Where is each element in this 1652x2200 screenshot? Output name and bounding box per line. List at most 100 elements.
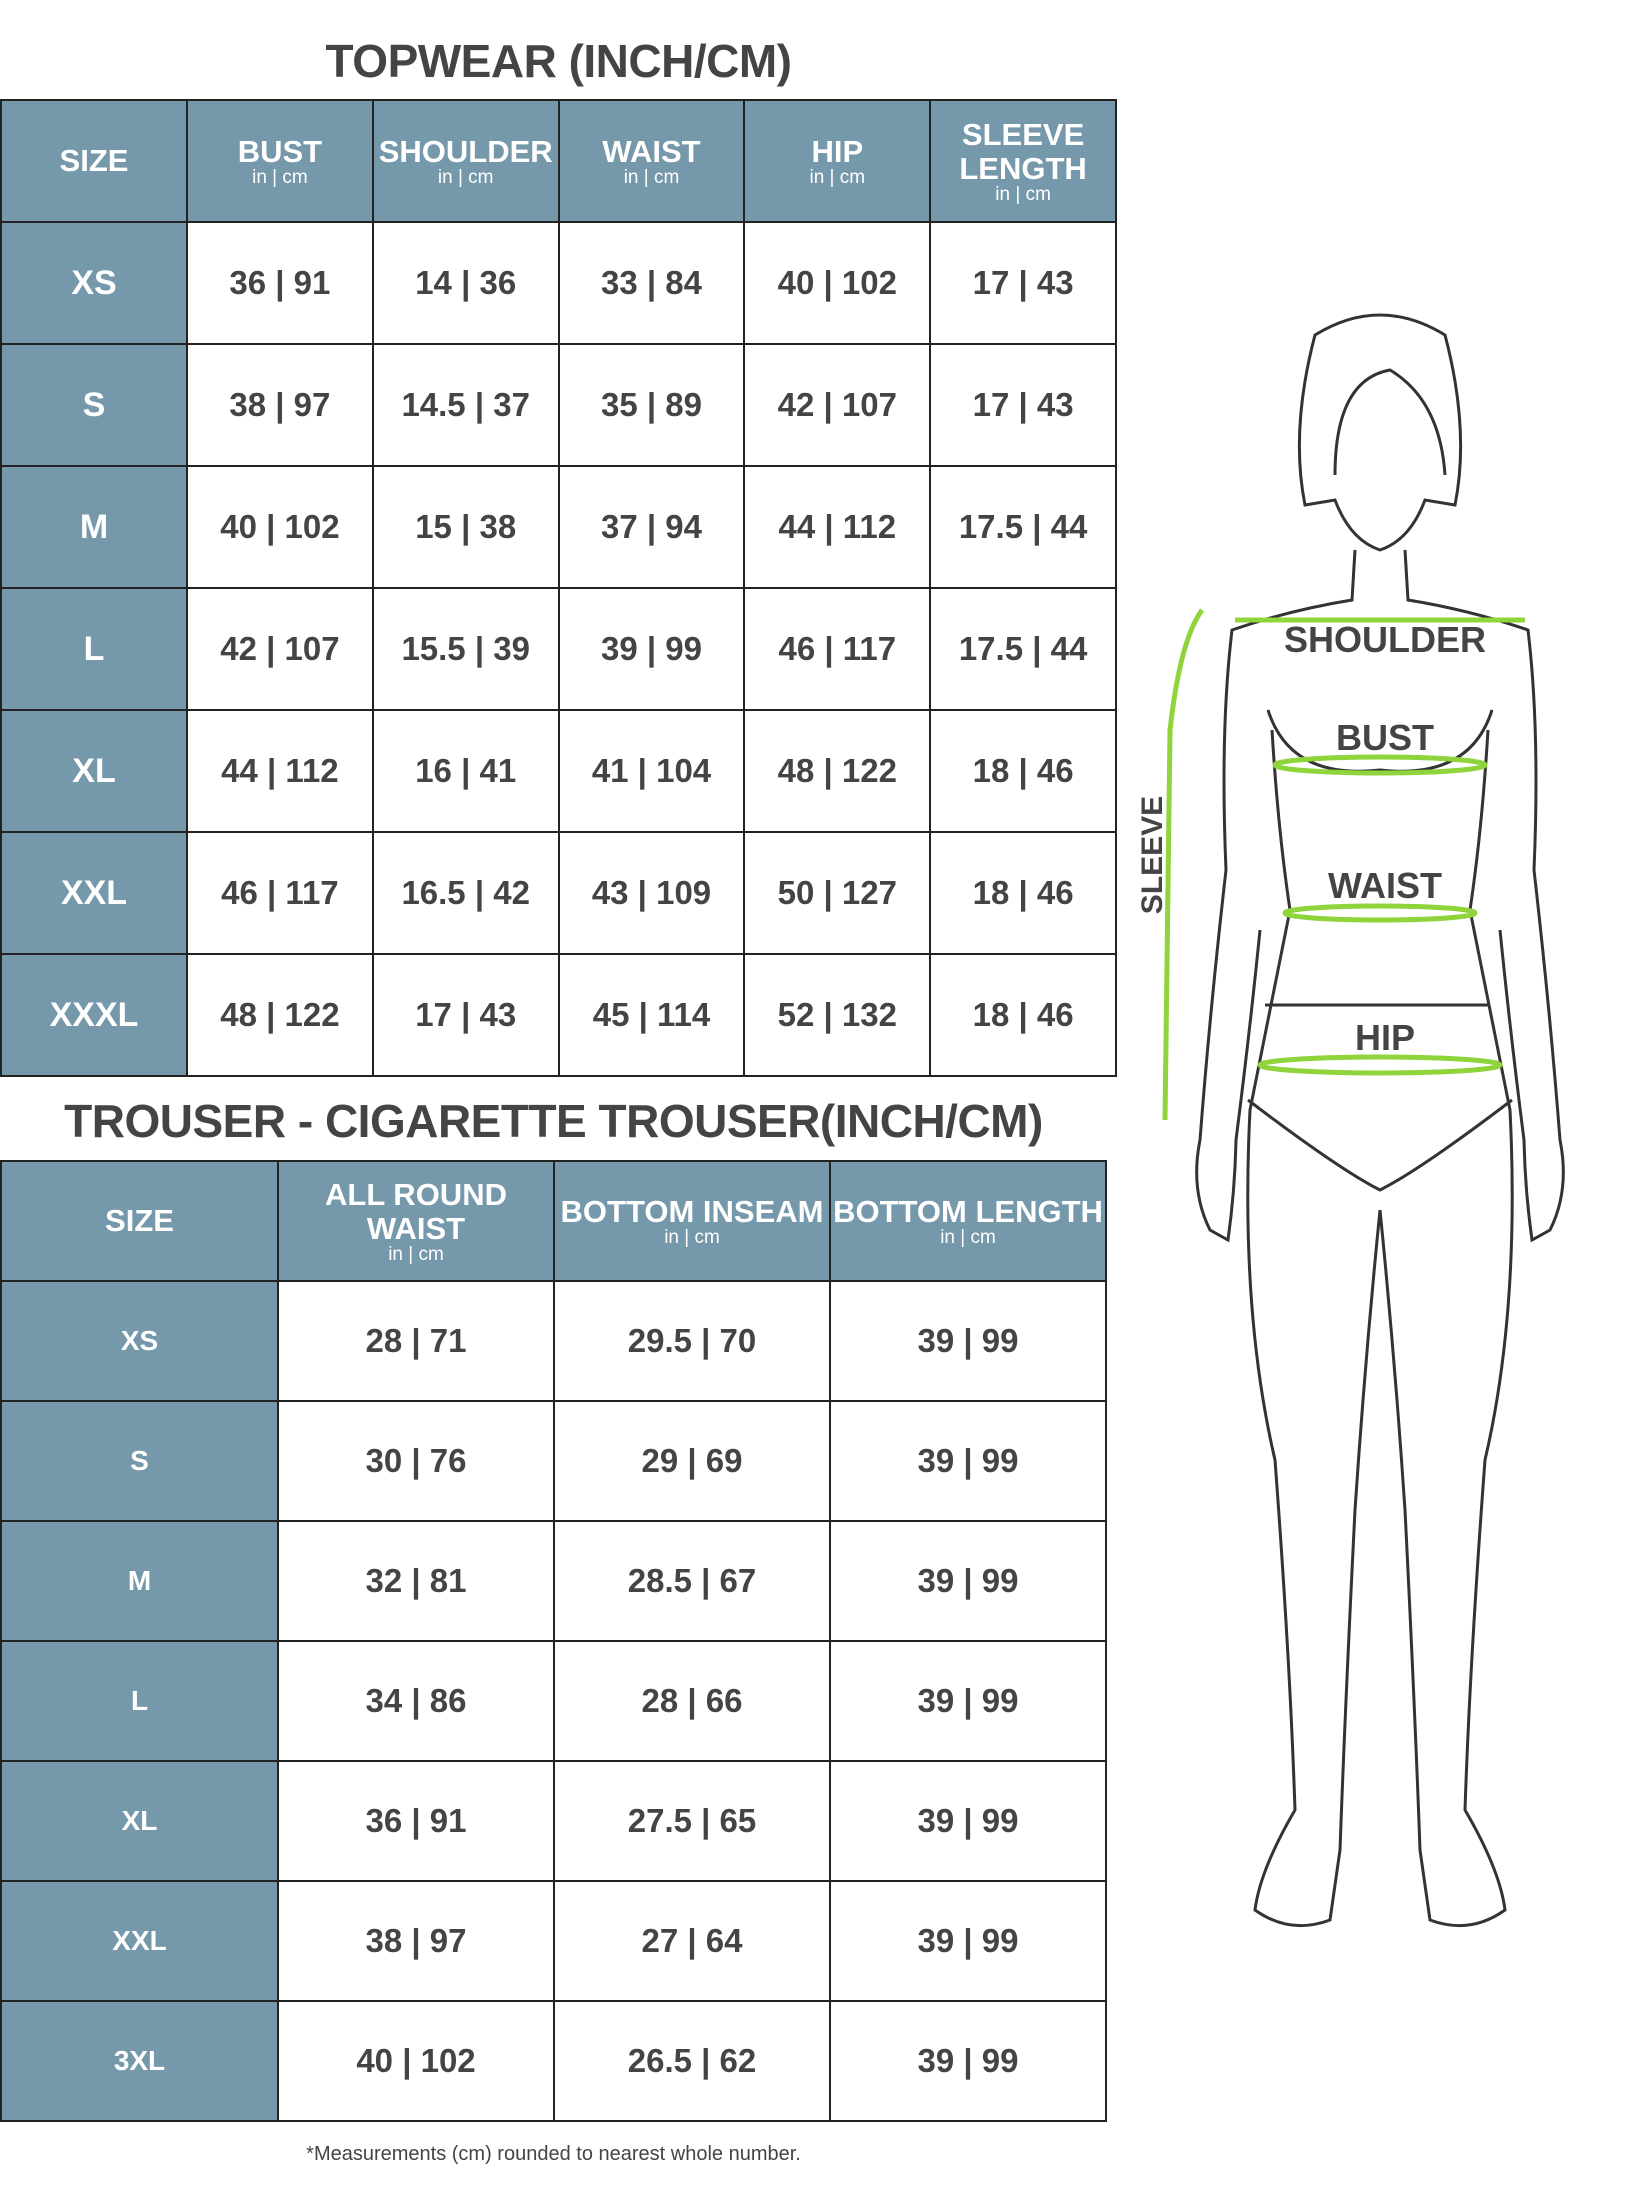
measurement-cell: 38 | 97 <box>277 1880 555 2002</box>
table-row: 3XL 40 | 102 26.5 | 62 39 | 99 <box>0 2000 1107 2122</box>
size-cell: XS <box>0 221 188 345</box>
unit-label: in | cm <box>623 167 680 188</box>
measurement-cell: 27.5 | 65 <box>553 1760 831 1882</box>
table-row: XS 28 | 71 29.5 | 70 39 | 99 <box>0 1280 1107 1402</box>
column-header-label: WAIST <box>602 134 701 169</box>
measurement-cell: 40 | 102 <box>186 465 374 589</box>
measurement-cell: 46 | 117 <box>186 831 374 955</box>
measurement-cell: 39 | 99 <box>557 587 746 711</box>
table-header-row: SIZE BUST in | cm SHOULDER in | cm WAIST in | … <box>0 99 1117 223</box>
topwear-size-table: SIZE BUST in | cm SHOULDER in | cm WAIST in | … <box>0 99 1117 1077</box>
size-cell: XXL <box>0 1880 279 2002</box>
measurement-cell: 40 | 102 <box>743 221 932 345</box>
measurement-cell: 39 | 99 <box>829 1400 1107 1522</box>
unit-label: in | cm <box>995 184 1051 205</box>
measurement-cell: 39 | 99 <box>829 1760 1107 1882</box>
measurement-cell: 52 | 132 <box>743 953 932 1077</box>
unit-label: in | cm <box>664 1227 720 1248</box>
bust-line <box>1272 754 1488 776</box>
measurement-cell: 16.5 | 42 <box>371 831 560 955</box>
measurement-cell: 35 | 89 <box>557 343 746 467</box>
measurement-cell: 42 | 107 <box>186 587 374 711</box>
measurement-cell: 32 | 81 <box>277 1520 555 1642</box>
measurement-cell: 36 | 91 <box>277 1760 555 1882</box>
column-header-label: ALL ROUND WAIST <box>325 1177 507 1246</box>
column-header-label: BUST <box>237 134 323 169</box>
table-row: M 32 | 81 28.5 | 67 39 | 99 <box>0 1520 1107 1642</box>
measurement-cell: 48 | 122 <box>743 709 932 833</box>
unit-label: in | cm <box>388 1244 444 1265</box>
measurement-cell: 27 | 64 <box>553 1880 831 2002</box>
table-row: XS 36 | 91 14 | 36 33 | 84 40 | 102 17 | 43 <box>0 221 1117 345</box>
measurement-cell: 17 | 43 <box>929 221 1117 345</box>
column-header: BOTTOM LENGTH in | cm <box>829 1160 1107 1282</box>
measurement-cell: 45 | 114 <box>557 953 746 1077</box>
table-row: XL 44 | 112 16 | 41 41 | 104 48 | 122 18 | 46 <box>0 709 1117 833</box>
measurement-cell: 44 | 112 <box>186 709 374 833</box>
column-header: WAIST in | cm <box>557 99 746 223</box>
size-cell: XXL <box>0 831 188 955</box>
measurement-cell: 15 | 38 <box>371 465 560 589</box>
column-header: BUST in | cm <box>186 99 374 223</box>
waist-label: WAIST <box>1328 865 1442 906</box>
column-header: ALL ROUND WAIST in | cm <box>277 1160 555 1282</box>
measurement-cell: 48 | 122 <box>186 953 374 1077</box>
measurement-cell: 30 | 76 <box>277 1400 555 1522</box>
size-cell: S <box>0 1400 279 1522</box>
size-cell: XS <box>0 1280 279 1402</box>
measurement-cell: 15.5 | 39 <box>371 587 560 711</box>
size-cell: M <box>0 1520 279 1642</box>
table-row: XXL 38 | 97 27 | 64 39 | 99 <box>0 1880 1107 2002</box>
table-row: XXXL 48 | 122 17 | 43 45 | 114 52 | 132 18 | … <box>0 953 1117 1077</box>
hip-label: HIP <box>1355 1017 1415 1058</box>
measurement-cell: 28.5 | 67 <box>553 1520 831 1642</box>
measurement-cell: 29.5 | 70 <box>553 1280 831 1402</box>
measure-lines <box>1162 608 1525 1121</box>
measurement-cell: 18 | 46 <box>929 709 1117 833</box>
unit-label: in | cm <box>940 1227 996 1248</box>
trouser-title: TROUSER - CIGARETTE TROUSER(INCH/CM) <box>64 1095 1043 1147</box>
bust-label: BUST <box>1336 717 1434 758</box>
body-measurement-figure: SHOULDER BUST WAIST HIP SLEEVE <box>1140 313 1565 1928</box>
column-header: HIP in | cm <box>743 99 932 223</box>
measurement-cell: 39 | 99 <box>829 1640 1107 1762</box>
table-row: XXL 46 | 117 16.5 | 42 43 | 109 50 | 127 18 |… <box>0 831 1117 955</box>
measurement-cell: 28 | 66 <box>553 1640 831 1762</box>
size-cell: 3XL <box>0 2000 279 2122</box>
measurement-cell: 26.5 | 62 <box>553 2000 831 2122</box>
measurement-cell: 39 | 99 <box>829 2000 1107 2122</box>
measurement-cell: 17 | 43 <box>371 953 560 1077</box>
column-header: SHOULDER in | cm <box>371 99 560 223</box>
table-row: L 34 | 86 28 | 66 39 | 99 <box>0 1640 1107 1762</box>
measurement-cell: 14.5 | 37 <box>371 343 560 467</box>
measurement-cell: 44 | 112 <box>743 465 932 589</box>
size-cell: M <box>0 465 188 589</box>
hip-line <box>1257 1054 1503 1076</box>
size-cell: XL <box>0 1760 279 1882</box>
topwear-title: TOPWEAR (INCH/CM) <box>325 35 792 87</box>
measurement-cell: 17.5 | 44 <box>929 465 1117 589</box>
column-header: SLEEVE LENGTH in | cm <box>929 99 1117 223</box>
table-header-row: SIZE ALL ROUND WAIST in | cm BOTTOM INSEAM i… <box>0 1160 1107 1282</box>
column-header: BOTTOM INSEAM in | cm <box>553 1160 831 1282</box>
trouser-size-table: SIZE ALL ROUND WAIST in | cm BOTTOM INSEAM i… <box>0 1160 1107 2122</box>
measurement-cell: 40 | 102 <box>277 2000 555 2122</box>
sleeve-label: SLEEVE <box>1140 796 1169 914</box>
column-header-label: SIZE <box>59 143 129 178</box>
column-header: SIZE <box>0 1160 279 1282</box>
column-header-label: SLEEVE LENGTH <box>959 117 1087 186</box>
measurement-cell: 39 | 99 <box>829 1280 1107 1402</box>
footnote: *Measurements (cm) rounded to nearest wh… <box>306 2143 801 2165</box>
size-cell: XL <box>0 709 188 833</box>
measurement-cell: 46 | 117 <box>743 587 932 711</box>
measurement-cell: 39 | 99 <box>829 1520 1107 1642</box>
measurement-cell: 43 | 109 <box>557 831 746 955</box>
table-row: S 38 | 97 14.5 | 37 35 | 89 42 | 107 17 | 43 <box>0 343 1117 467</box>
column-header-label: SHOULDER <box>378 134 553 169</box>
size-cell: XXXL <box>0 953 188 1077</box>
column-header-label: BOTTOM LENGTH <box>833 1194 1103 1229</box>
shoulder-label: SHOULDER <box>1284 619 1486 660</box>
size-cell: L <box>0 587 188 711</box>
sleeve-line <box>1162 608 1205 1121</box>
table-row: L 42 | 107 15.5 | 39 39 | 99 46 | 117 17.5 | … <box>0 587 1117 711</box>
